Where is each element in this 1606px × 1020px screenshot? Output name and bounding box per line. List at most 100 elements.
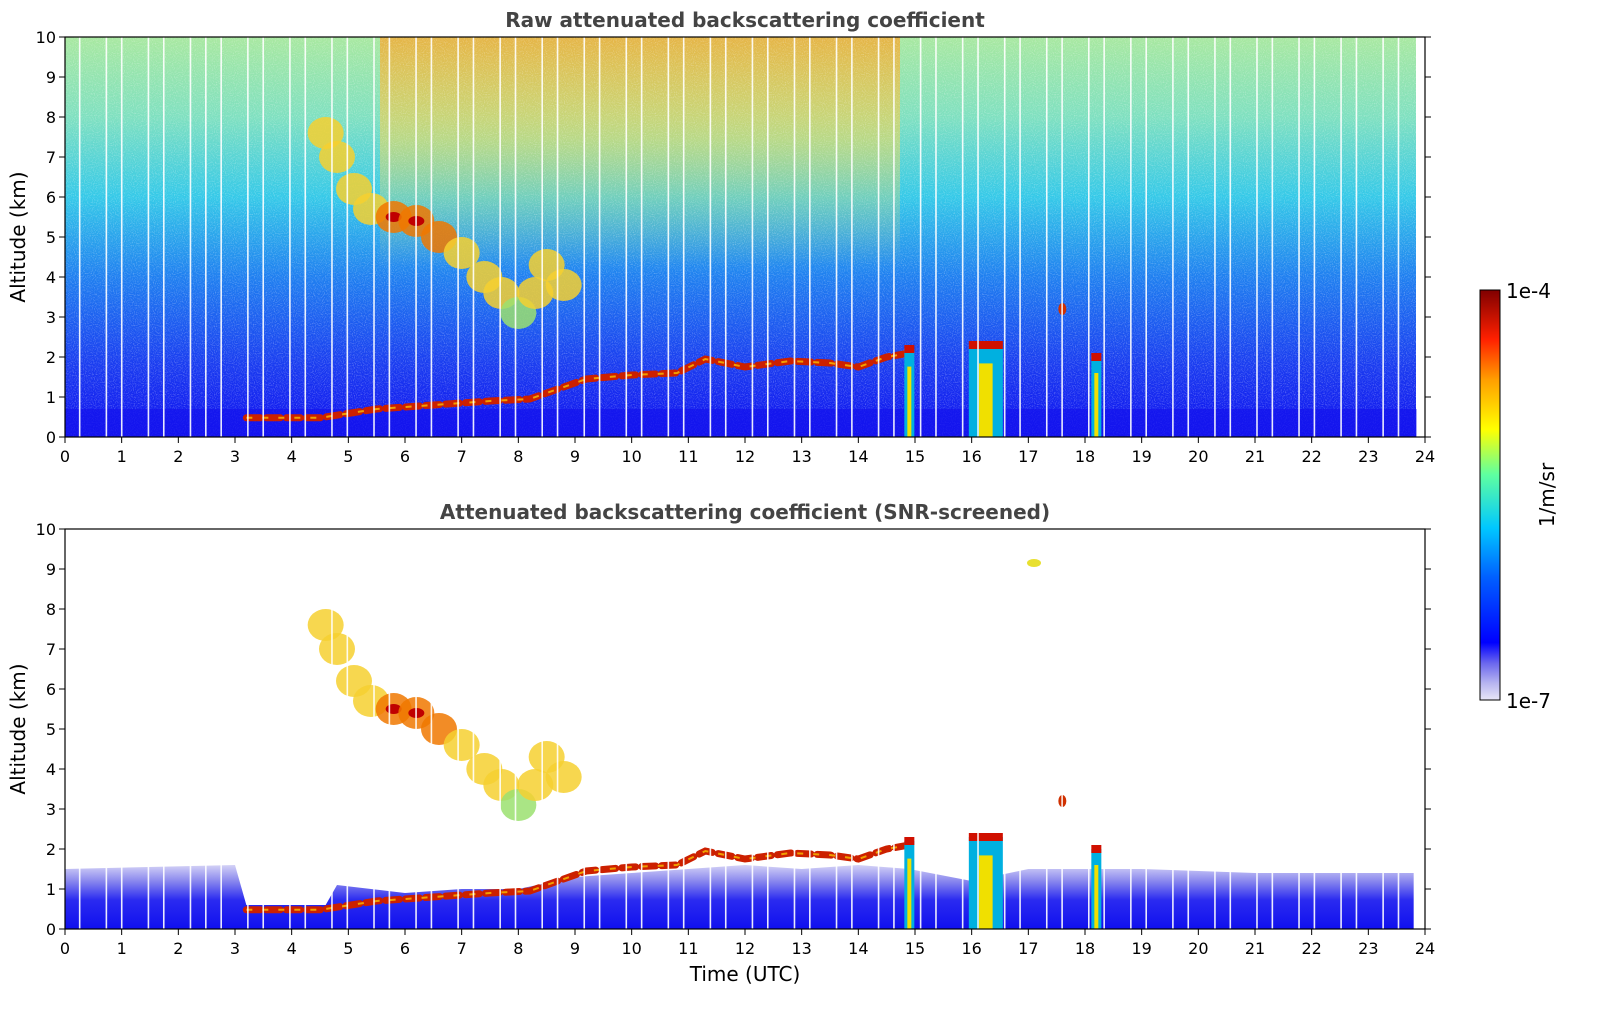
data-gap xyxy=(105,37,108,437)
data-gap xyxy=(415,529,417,929)
data-gap xyxy=(835,37,838,437)
data-gap xyxy=(247,529,249,929)
x-tick-label: 24 xyxy=(1415,447,1435,466)
boundary-layer-region xyxy=(65,865,1414,929)
data-gap xyxy=(430,37,433,437)
x-tick-label: 19 xyxy=(1131,447,1151,466)
data-gap xyxy=(961,37,964,437)
data-gap xyxy=(247,37,249,437)
raw-axes: 0 1 2 3 4 5 6 7 8 9 10 11 12 13 14 15 16 17 18 19 20 21 22 23 24… xyxy=(36,28,1436,466)
raw-heatmap-image xyxy=(65,37,1425,437)
data-gap xyxy=(556,37,559,437)
cirrus-cell xyxy=(443,237,480,269)
no-data-region xyxy=(1416,37,1425,437)
data-gap xyxy=(1003,37,1006,437)
y-tick-label: 3 xyxy=(46,800,56,819)
x-tick-label: 6 xyxy=(400,939,410,958)
x-tick-label: 13 xyxy=(791,447,811,466)
data-gap xyxy=(78,37,81,437)
data-gap xyxy=(893,37,895,437)
x-tick-label: 0 xyxy=(60,447,70,466)
data-gap xyxy=(835,529,838,929)
data-gap xyxy=(598,37,601,437)
data-gap xyxy=(1382,529,1384,929)
y-tick-label: 9 xyxy=(46,560,56,579)
data-gap xyxy=(1187,529,1190,929)
data-gap xyxy=(105,529,108,929)
x-axis-label: Time (UTC) xyxy=(689,962,801,986)
colorbar-gradient xyxy=(1479,289,1501,701)
y-tick-label: 0 xyxy=(46,920,56,939)
screened-heatmap-image xyxy=(65,529,1425,929)
data-gap xyxy=(1397,37,1400,437)
precipitation-core xyxy=(979,363,993,437)
precipitation-core xyxy=(1094,373,1099,437)
data-gap xyxy=(346,37,349,437)
data-gap xyxy=(977,37,979,437)
data-gap xyxy=(598,529,601,929)
data-gap xyxy=(1340,37,1342,437)
data-gap xyxy=(935,529,937,929)
data-gap xyxy=(304,529,307,929)
precipitation-top xyxy=(968,341,1003,349)
y-tick-label: 7 xyxy=(46,148,56,167)
data-gap xyxy=(667,529,670,929)
data-gap xyxy=(388,529,391,929)
precipitation-core xyxy=(1094,865,1099,929)
precipitation-core xyxy=(907,858,912,929)
cirrus-cell xyxy=(443,729,480,761)
x-tick-label: 4 xyxy=(287,939,297,958)
data-gap xyxy=(262,37,265,437)
data-gap xyxy=(893,529,895,929)
data-gap xyxy=(625,529,628,929)
y-tick-label: 10 xyxy=(36,520,56,539)
screened-data-gaps xyxy=(78,529,1425,929)
data-gap xyxy=(851,529,853,929)
data-gap xyxy=(640,37,643,437)
x-tick-label: 9 xyxy=(570,939,580,958)
data-gap xyxy=(640,529,643,929)
y-tick-label: 8 xyxy=(46,108,56,127)
x-tick-label: 17 xyxy=(1018,939,1038,958)
y-tick-label: 2 xyxy=(46,348,56,367)
y-tick-label: 7 xyxy=(46,640,56,659)
data-gap xyxy=(120,529,123,929)
data-gap xyxy=(1061,37,1063,437)
raw-data-gaps xyxy=(78,37,1425,437)
precipitation-top xyxy=(968,833,1003,841)
raw-heatmap-features xyxy=(65,37,1425,437)
data-gap xyxy=(1229,37,1232,437)
y-tick-label: 1 xyxy=(46,880,56,899)
x-tick-label: 2 xyxy=(173,939,183,958)
colorbar-max-label: 1e-4 xyxy=(1506,279,1551,303)
precipitation-top xyxy=(1091,353,1102,361)
y-tick-label: 6 xyxy=(46,188,56,207)
x-tick-label: 3 xyxy=(230,939,240,958)
data-gap xyxy=(583,529,586,929)
data-gap xyxy=(162,37,165,437)
cirrus-cell xyxy=(319,633,355,665)
y-tick-label: 6 xyxy=(46,680,56,699)
x-tick-label: 12 xyxy=(735,447,755,466)
precipitation-top xyxy=(1091,845,1102,853)
y-tick-label: 0 xyxy=(46,428,56,447)
x-tick-label: 14 xyxy=(848,447,868,466)
data-gap xyxy=(1130,529,1132,929)
raw-y-axis-label: Altitude (km) xyxy=(6,171,30,302)
data-gap xyxy=(1088,37,1090,437)
data-gap xyxy=(751,529,754,929)
x-tick-label: 11 xyxy=(678,939,698,958)
data-gap xyxy=(919,529,922,929)
data-gap xyxy=(205,529,207,929)
y-tick-label: 8 xyxy=(46,600,56,619)
precipitation-top xyxy=(904,345,915,353)
data-gap xyxy=(373,37,375,437)
data-gap xyxy=(682,529,685,929)
data-gap xyxy=(1382,37,1384,437)
data-gap xyxy=(556,529,559,929)
data-gap xyxy=(289,529,291,929)
x-tick-label: 23 xyxy=(1358,447,1378,466)
data-gap xyxy=(1397,529,1400,929)
data-gap xyxy=(1172,37,1174,437)
